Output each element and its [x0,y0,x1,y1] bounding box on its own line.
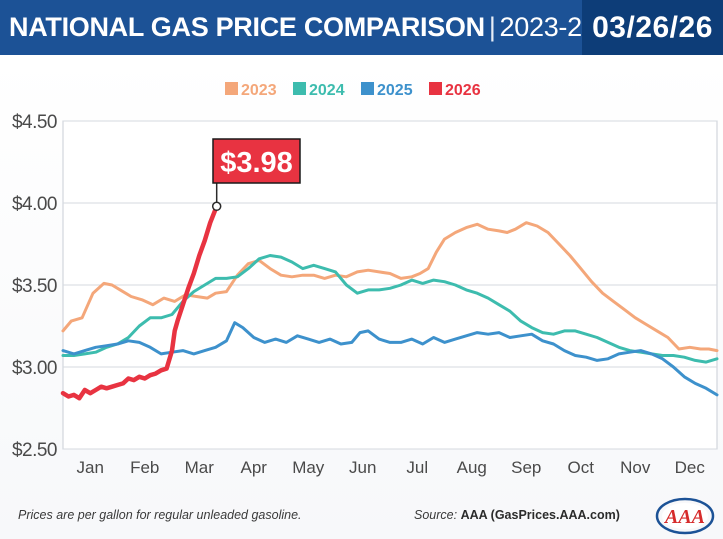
source-prefix: Source: [414,508,461,522]
y-tick-label: $3.50 [12,276,57,297]
title-separator: | [488,12,496,42]
x-tick-label: Jul [406,458,428,477]
x-tick-label: Aug [457,458,487,477]
legend-label-2025: 2025 [377,82,413,99]
legend-swatch-2025 [361,82,374,95]
callout-value: $3.98 [220,147,293,179]
source-credit: Source: AAA (GasPrices.AAA.com) [414,508,620,522]
x-tick-label: Jun [349,458,376,477]
footnote: Prices are per gallon for regular unlead… [18,508,302,522]
x-tick-label: Nov [620,458,651,477]
header-bar: NATIONAL GAS PRICE COMPARISON | 2023-2026 … [0,0,723,55]
series-line-2024 [61,254,719,364]
y-tick-label: $2.50 [12,440,57,461]
series-lines [60,204,719,401]
title-main: NATIONAL GAS PRICE COMPARISON [9,12,485,42]
x-tick-label: Sep [511,458,541,477]
callout-box [212,138,301,184]
y-tick-label: $4.00 [12,194,57,215]
aaa-logo-icon: AAA [655,497,715,535]
series-line-2026 [60,204,219,401]
series-line-2023 [61,221,719,353]
date-badge: 03/26/26 [582,0,723,55]
chart-legend: 2023 2024 2025 2026 [225,82,481,99]
x-tick-label: Feb [130,458,159,477]
x-tick-label: Jan [77,458,104,477]
legend-swatch-2026 [429,82,442,95]
x-tick-label: Apr [241,458,268,477]
price-callout: $3.98 [211,138,301,212]
x-tick-label: Dec [675,458,706,477]
y-tick-label: $3.00 [12,358,57,379]
legend-swatch-2023 [225,82,238,95]
legend-label-2026: 2026 [445,82,481,99]
legend-label-2023: 2023 [241,82,277,99]
x-axis: Jan Feb Mar Apr May Jun Jul Aug Sep Oct Nov Dec [77,458,706,477]
y-tick-label: $4.50 [12,112,57,133]
x-tick-label: Oct [568,458,595,477]
callout-point [211,201,222,212]
x-tick-label: May [292,458,325,477]
aaa-logo-text: AAA [663,506,705,528]
legend-swatch-2024 [293,82,306,95]
x-tick-label: Mar [185,458,215,477]
grid-lines [63,120,717,450]
y-axis: $2.50 $3.00 $3.50 $4.00 $4.50 [12,112,58,461]
legend-label-2024: 2024 [309,82,345,99]
source-name: AAA (GasPrices.AAA.com) [460,508,620,522]
